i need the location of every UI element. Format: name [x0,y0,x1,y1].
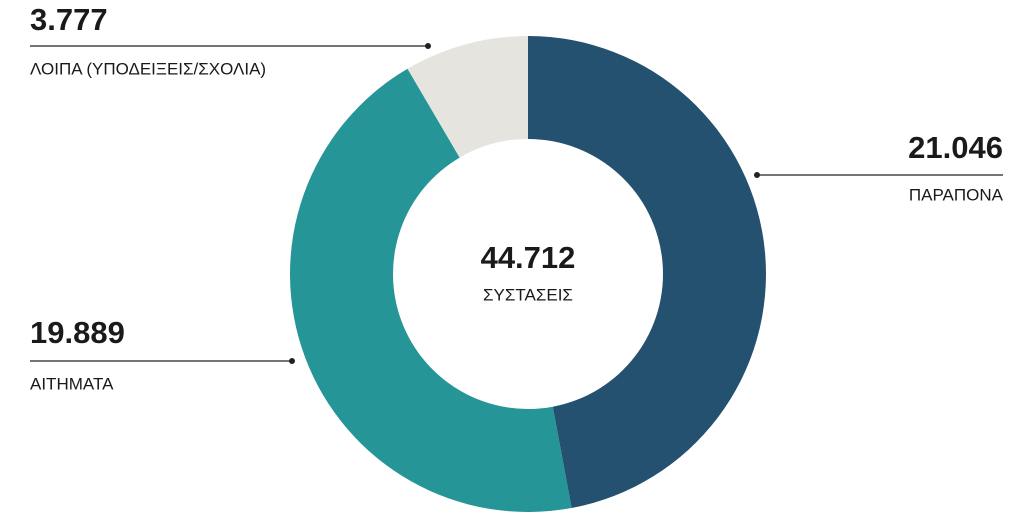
leader-dot [425,43,431,49]
donut-slice [528,36,767,508]
total-value: 44.712 [481,240,576,275]
leader-dot [754,172,760,178]
total-text: ΣΥΣΤΑΣΕΙΣ [483,285,573,304]
category-label: ΠΑΡΑΠΟΝΑ [909,185,1004,204]
value-label: 21.046 [908,130,1003,165]
donut-slice [407,36,528,158]
value-label: 3.777 [30,2,108,37]
donut-slice [290,68,572,512]
value-label: 19.889 [30,315,125,350]
leader-dot [289,358,295,364]
category-label: ΑΙΤΗΜΑΤΑ [30,374,114,393]
category-label: ΛΟΙΠΑ (ΥΠΟΔΕΙΞΕΙΣ/ΣΧΟΛΙΑ) [30,59,266,78]
